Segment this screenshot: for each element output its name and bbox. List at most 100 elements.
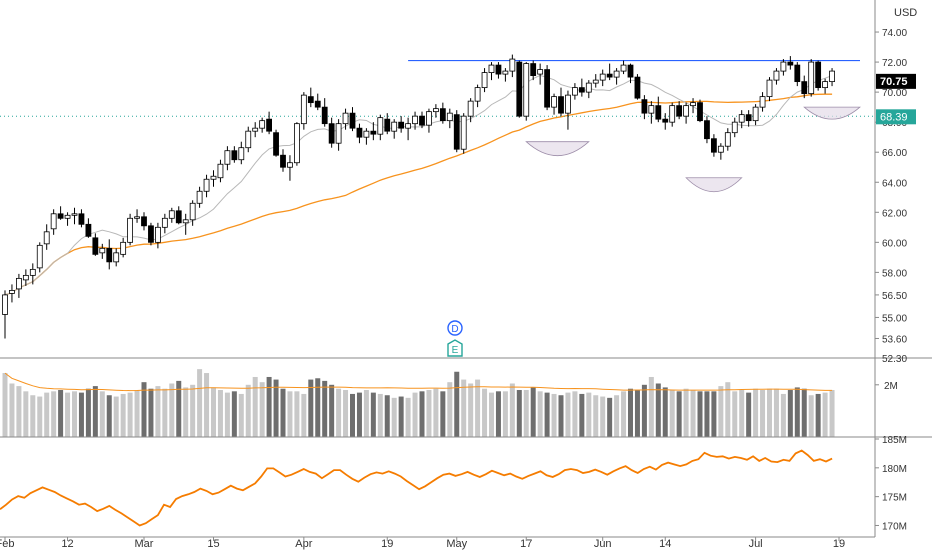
volume-bar[interactable] bbox=[72, 391, 77, 437]
volume-bar[interactable] bbox=[822, 392, 828, 437]
volume-bar[interactable] bbox=[266, 376, 272, 437]
volume-bar[interactable] bbox=[217, 390, 223, 437]
candle[interactable] bbox=[231, 150, 238, 161]
candle[interactable] bbox=[676, 105, 683, 117]
volume-bar[interactable] bbox=[197, 369, 203, 437]
candle[interactable] bbox=[537, 69, 544, 75]
candle[interactable] bbox=[161, 217, 168, 228]
candle[interactable] bbox=[717, 145, 724, 153]
candle[interactable] bbox=[384, 118, 391, 132]
candle[interactable] bbox=[266, 118, 273, 132]
candle[interactable] bbox=[363, 130, 370, 138]
candle[interactable] bbox=[697, 102, 703, 122]
candle[interactable] bbox=[453, 114, 460, 150]
volume-bar[interactable] bbox=[120, 393, 126, 437]
candle[interactable] bbox=[822, 81, 828, 89]
volume-bar[interactable] bbox=[454, 371, 460, 437]
candle[interactable] bbox=[690, 102, 696, 107]
volume-bar[interactable] bbox=[440, 391, 446, 437]
volume-bar[interactable] bbox=[16, 386, 22, 437]
volume-bar[interactable] bbox=[773, 388, 779, 437]
candle[interactable] bbox=[2, 294, 8, 315]
volume-bar[interactable] bbox=[829, 390, 835, 437]
candle[interactable] bbox=[516, 61, 523, 117]
volume-bar[interactable] bbox=[551, 393, 557, 437]
volume-bar[interactable] bbox=[363, 390, 369, 437]
volume-bar[interactable] bbox=[648, 376, 654, 437]
candle[interactable] bbox=[259, 120, 266, 129]
candle[interactable] bbox=[321, 106, 328, 125]
volume-bar[interactable] bbox=[127, 392, 133, 437]
candle[interactable] bbox=[141, 216, 147, 227]
volume-bar[interactable] bbox=[704, 391, 710, 437]
volume-bar[interactable] bbox=[106, 395, 112, 437]
volume-bar[interactable] bbox=[148, 388, 154, 437]
volume-bar[interactable] bbox=[315, 378, 321, 437]
candle[interactable] bbox=[85, 223, 92, 237]
volume-bar[interactable] bbox=[58, 390, 64, 437]
volume-bar[interactable] bbox=[753, 388, 759, 437]
candle[interactable] bbox=[662, 118, 669, 123]
volume-bar[interactable] bbox=[141, 382, 147, 437]
candle[interactable] bbox=[36, 244, 43, 269]
volume-bar[interactable] bbox=[78, 392, 84, 437]
candle[interactable] bbox=[495, 64, 502, 75]
indicator-pane[interactable] bbox=[0, 449, 833, 527]
candle[interactable] bbox=[544, 69, 550, 108]
volume-bar[interactable] bbox=[662, 387, 668, 437]
volume-bar[interactable] bbox=[711, 391, 717, 437]
volume-bar[interactable] bbox=[65, 392, 71, 437]
volume-bar[interactable] bbox=[634, 390, 640, 437]
volume-bar[interactable] bbox=[801, 388, 807, 437]
volume-bar[interactable] bbox=[51, 391, 57, 437]
candle[interactable] bbox=[224, 150, 231, 165]
volume-bar[interactable] bbox=[176, 380, 182, 437]
candle[interactable] bbox=[15, 277, 22, 290]
volume-bar[interactable] bbox=[475, 379, 481, 437]
volume-bar[interactable] bbox=[767, 388, 772, 437]
candle[interactable] bbox=[134, 216, 140, 219]
volume-bar[interactable] bbox=[509, 383, 515, 437]
candle[interactable] bbox=[439, 108, 446, 122]
volume-bar[interactable] bbox=[794, 387, 800, 437]
candle[interactable] bbox=[280, 154, 286, 168]
candle[interactable] bbox=[57, 213, 64, 219]
volume-bar[interactable] bbox=[558, 395, 564, 437]
candle[interactable] bbox=[203, 178, 210, 192]
volume-bar[interactable] bbox=[655, 383, 661, 437]
candle[interactable] bbox=[349, 112, 356, 129]
candle[interactable] bbox=[502, 70, 509, 75]
candle[interactable] bbox=[481, 72, 488, 89]
candle[interactable] bbox=[794, 64, 801, 83]
candle[interactable] bbox=[189, 202, 196, 221]
volume-bar[interactable] bbox=[113, 396, 119, 437]
candle[interactable] bbox=[599, 73, 606, 81]
volume-bar[interactable] bbox=[760, 390, 766, 437]
earnings-marker-icon[interactable]: E bbox=[447, 339, 463, 357]
candle[interactable] bbox=[99, 247, 106, 254]
candle[interactable] bbox=[808, 61, 815, 95]
volume-bar[interactable] bbox=[495, 391, 501, 437]
volume-bar[interactable] bbox=[808, 395, 814, 437]
candle[interactable] bbox=[460, 115, 467, 150]
volume-bar[interactable] bbox=[614, 395, 620, 437]
candle[interactable] bbox=[731, 121, 738, 134]
volume-bar[interactable] bbox=[405, 397, 411, 437]
candle[interactable] bbox=[565, 94, 571, 114]
candle[interactable] bbox=[217, 163, 224, 179]
candle[interactable] bbox=[22, 274, 29, 281]
candle[interactable] bbox=[29, 268, 36, 276]
volume-bar[interactable] bbox=[398, 396, 404, 437]
candle[interactable] bbox=[669, 105, 676, 123]
volume-bar[interactable] bbox=[287, 391, 293, 437]
candle[interactable] bbox=[43, 231, 50, 245]
candle[interactable] bbox=[370, 130, 377, 135]
candle[interactable] bbox=[182, 219, 189, 224]
candle[interactable] bbox=[509, 58, 516, 72]
candle[interactable] bbox=[342, 112, 349, 125]
volume-bar[interactable] bbox=[523, 390, 529, 437]
volume-bar[interactable] bbox=[530, 387, 536, 437]
volume-bar[interactable] bbox=[384, 395, 390, 437]
volume-bar[interactable] bbox=[301, 393, 307, 437]
volume-bar[interactable] bbox=[676, 391, 682, 437]
